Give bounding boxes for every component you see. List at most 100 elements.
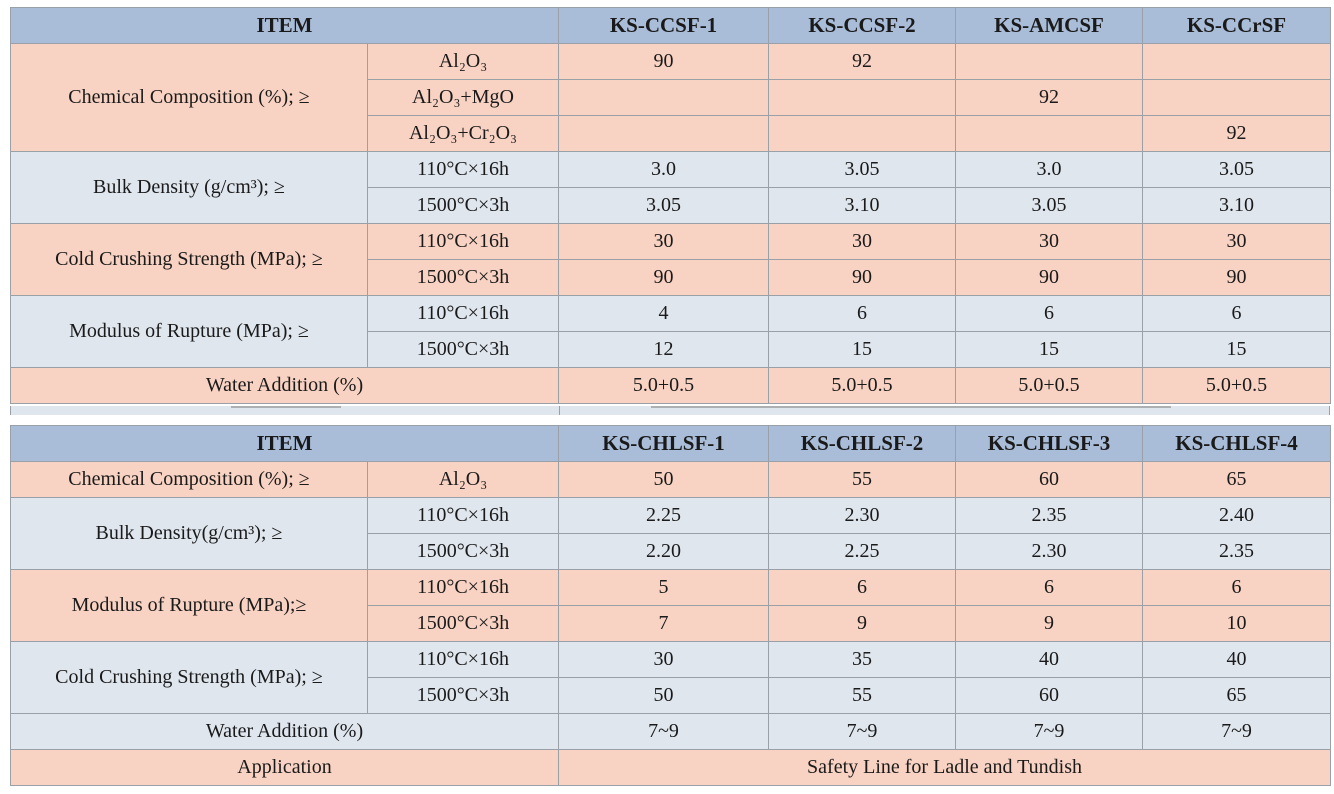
header-item: ITEM [9,7,560,44]
table-cell [955,115,1144,152]
table-cell: 5.0+0.5 [558,367,770,404]
table-cell: 30 [558,641,770,678]
table-cell: 90 [1142,259,1332,296]
table-cell [955,43,1144,80]
row-sublabel: 110°C×16h [366,223,560,260]
table-cell: 50 [558,677,770,714]
row-sublabel: 1500°C×3h [366,331,560,368]
row-label: Bulk Density(g/cm³); ≥ [10,497,368,570]
table-cell: 3.0 [558,151,770,188]
table-row: Cold Crushing Strength (MPa); ≥ 110°C×16… [10,223,1332,296]
table-cell: 4 [558,295,770,332]
row-label: Water Addition (%) [9,713,560,750]
table-cell: 15 [955,331,1144,368]
row-sublabel: 1500°C×3h [366,187,560,224]
table-cell: 2.30 [768,497,957,534]
row-sublabel: 1500°C×3h [366,259,560,296]
table-cell: 6 [955,569,1144,606]
table-cell [558,115,770,152]
header-col: KS-CHLSF-4 [1142,425,1332,462]
table-cell [768,79,957,116]
table-cell: 60 [955,461,1144,498]
table-cell: 3.10 [768,187,957,224]
table-cell: 6 [1142,295,1332,332]
table-cell: 7 [558,605,770,642]
table-row: Bulk Density (g/cm³); ≥ 110°C×16h 3.0 3.… [10,151,1332,224]
row-sublabel: Al₂O₃+MgO [366,79,560,116]
cropped-text-fragment [651,406,1171,408]
table-cell: 15 [1142,331,1332,368]
table-cell: 5.0+0.5 [1142,367,1332,404]
table-cell: 7~9 [955,713,1144,750]
table-row: Water Addition (%) 7~9 7~9 7~9 7~9 [9,713,1332,750]
header-col: KS-CHLSF-1 [558,425,770,462]
table-cell [558,79,770,116]
table-cell: 5.0+0.5 [768,367,957,404]
header-col: KS-CHLSF-3 [955,425,1144,462]
column-divider [559,406,560,415]
table-header-row: ITEM KS-CCSF-1 KS-CCSF-2 KS-AMCSF KS-CCr… [9,7,1332,44]
table-cell: 92 [955,79,1144,116]
table-cell: 7~9 [1142,713,1332,750]
header-col: KS-AMCSF [955,7,1144,44]
row-label: Chemical Composition (%); ≥ [10,43,368,152]
table-cell: 2.30 [955,533,1144,570]
table-cell [1142,79,1332,116]
row-sublabel: 1500°C×3h [366,533,560,570]
table-row: 1500°C×3h 12 15 15 15 [11,331,1332,368]
table-cell: 9 [768,605,957,642]
table-cell: 50 [558,461,770,498]
table-cell: 6 [1142,569,1332,606]
table-cell: 90 [955,259,1144,296]
row-sublabel: Al₂O₃ [366,43,560,80]
table-cell: 10 [1142,605,1332,642]
application-value: Safety Line for Ladle and Tundish [558,749,1332,786]
table-cell: 7~9 [558,713,770,750]
header-col: KS-CCrSF [1142,7,1332,44]
table-cell: 6 [768,295,957,332]
spec-table-2: ITEM KS-CHLSF-1 KS-CHLSF-2 KS-CHLSF-3 KS… [9,425,1332,786]
table-row: Cold Crushing Strength (MPa); ≥ 110°C×16… [10,641,1332,714]
header-col: KS-CHLSF-2 [768,425,957,462]
table-cell: 60 [955,677,1144,714]
table-cell: 6 [955,295,1144,332]
table-cell: 30 [558,223,770,260]
row-label: Modulus of Rupture (MPa);≥ [10,569,368,642]
row-sublabel: 110°C×16h [366,569,560,606]
row-label: Cold Crushing Strength (MPa); ≥ [10,641,368,714]
table-cell: 2.35 [1142,533,1332,570]
row-label: Cold Crushing Strength (MPa); ≥ [10,223,368,296]
table-row: Chemical Composition (%); ≥ Al₂O₃ 90 92 [10,43,1332,152]
table-cell: 40 [955,641,1144,678]
table-cell: 2.25 [558,497,770,534]
row-sublabel: Al₂O₃+Cr₂O₃ [366,115,560,152]
header-item: ITEM [9,425,560,462]
table-cell: 3.05 [1142,151,1332,188]
table-row: Application Safety Line for Ladle and Tu… [9,749,1332,786]
table-cell: 90 [768,259,957,296]
table-cell: 92 [768,43,957,80]
row-label: Application [9,749,560,786]
table-cell: 15 [768,331,957,368]
table-cell: 2.20 [558,533,770,570]
row-label: Water Addition (%) [9,367,560,404]
table-cell: 65 [1142,461,1332,498]
row-sublabel: 110°C×16h [366,497,560,534]
table-cell: 2.40 [1142,497,1332,534]
table-cell: 7~9 [768,713,957,750]
table-cell: 12 [558,331,770,368]
cropped-row-strip [10,406,1330,415]
table-cell: 5.0+0.5 [955,367,1144,404]
table-header-row: ITEM KS-CHLSF-1 KS-CHLSF-2 KS-CHLSF-3 KS… [9,425,1332,462]
table-row: Chemical Composition (%); ≥ Al₂O₃ 50 55 … [10,461,1332,498]
table-cell: 9 [955,605,1144,642]
header-col: KS-CCSF-1 [558,7,770,44]
table-cell: 3.10 [1142,187,1332,224]
table-cell: 55 [768,461,957,498]
table-cell [768,115,957,152]
table-cell: 35 [768,641,957,678]
table-cell: 90 [558,43,770,80]
table-row: Modulus of Rupture (MPa); ≥ 110°C×16h 4 … [10,295,1332,368]
table-cell: 3.05 [955,187,1144,224]
row-label: Bulk Density (g/cm³); ≥ [10,151,368,224]
